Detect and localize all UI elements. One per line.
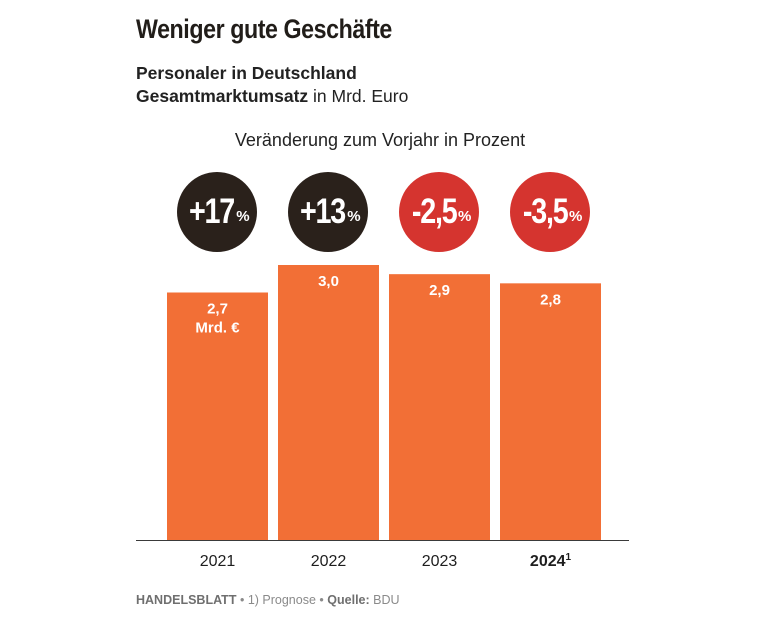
bar-value-label: 2,9 (429, 282, 450, 299)
chart-title: Weniger gute Geschäfte (136, 14, 392, 44)
badge-value: +13 (300, 192, 346, 231)
badge-unit: % (236, 207, 250, 225)
x-tick-label: 2021 (200, 553, 236, 570)
footer-source: BDU (373, 593, 400, 607)
footer-source-label: Quelle: (327, 593, 370, 607)
x-tick-label: 20241 (530, 552, 572, 570)
footer-note: 1) Prognose (247, 593, 316, 607)
footer-brand: HANDELSBLATT (136, 593, 237, 607)
change-label: Veränderung zum Vorjahr in Prozent (234, 130, 526, 150)
footer-separator: • (319, 593, 324, 607)
bar-2021 (167, 292, 268, 540)
badge-unit: % (457, 207, 472, 225)
x-tick-footnote: 1 (566, 552, 572, 563)
change-badge-2021: +17% (177, 172, 257, 252)
change-badge-2023: -2,5% (399, 172, 479, 252)
x-tick-label: 2022 (311, 553, 347, 570)
bar-value-label: 2,7 (207, 301, 228, 318)
badge-value: -2,5 (411, 192, 458, 231)
subtitle-line-2-unit: in Mrd. Euro (308, 86, 409, 106)
chart-footer: HANDELSBLATT • 1) Prognose • Quelle: BDU (136, 593, 400, 607)
bar-2024 (500, 283, 601, 540)
change-badge-2024: -3,5% (510, 172, 590, 252)
bar-value-label: 2,8 (540, 291, 561, 308)
badge-value: -3,5 (522, 192, 569, 231)
chart-subtitle: Personaler in Deutschland Gesamtmarktums… (136, 62, 408, 108)
bar-value-label: 3,0 (318, 273, 339, 290)
badge-unit: % (347, 207, 361, 225)
bar-2023 (389, 274, 490, 540)
badge-unit: % (568, 207, 583, 225)
change-badge-2022: +13% (288, 172, 368, 252)
bar-2022 (278, 265, 379, 540)
bar-value-unit-label: Mrd. € (195, 320, 240, 337)
badge-value: +17 (189, 192, 235, 231)
x-tick-label: 2023 (422, 553, 458, 570)
footer-separator: • (239, 593, 245, 607)
subtitle-line-2-bold: Gesamtmarktumsatz (136, 86, 309, 106)
subtitle-line-1: Personaler in Deutschland (136, 63, 357, 83)
